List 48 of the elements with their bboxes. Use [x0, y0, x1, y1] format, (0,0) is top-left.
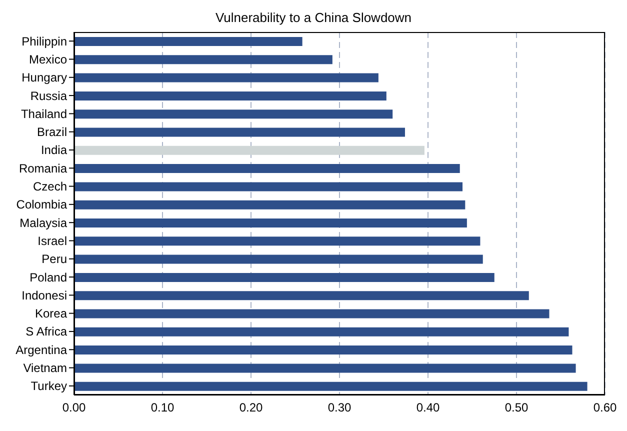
bar [74, 236, 480, 246]
y-tick-label: Philippin [22, 34, 67, 48]
y-tick-label: Colombia [16, 198, 68, 212]
y-tick-label: Peru [42, 252, 67, 266]
y-tick-label: S Africa [26, 324, 68, 339]
chart-title: Vulnerability to a China Slowdown [214, 9, 413, 27]
x-tick-label: 0.10 [150, 400, 174, 415]
y-tick-label: Vietnam [23, 361, 67, 376]
bar [74, 291, 529, 300]
y-tick-label: India [40, 143, 68, 158]
bar [74, 182, 463, 192]
x-tick-label: 0.30 [328, 400, 352, 415]
bar [74, 55, 332, 64]
bar [74, 254, 483, 264]
y-tick-label: Brazil [36, 125, 67, 140]
y-tick-label: Korea [34, 306, 68, 321]
x-tick-label: 0.40 [416, 400, 440, 415]
y-tick-label: Israel [38, 234, 67, 248]
x-tick-label: 0.20 [239, 400, 263, 415]
bar [74, 309, 550, 318]
bar [74, 364, 576, 373]
bar [74, 37, 302, 46]
y-tick-label: Thailand [20, 106, 67, 121]
bar [74, 327, 569, 336]
bar [74, 91, 386, 100]
bar [74, 164, 460, 174]
x-tick-label: 0.50 [504, 400, 528, 415]
y-tick-label: Turkey [30, 379, 67, 394]
y-tick-label: Malaysia [20, 216, 68, 230]
bar [74, 200, 466, 210]
bar [74, 218, 467, 228]
bar [74, 146, 424, 155]
y-tick-label: Mexico [28, 52, 68, 66]
y-tick-label: Argentina [16, 342, 68, 357]
y-tick-label: Romania [18, 161, 68, 176]
y-tick-label: Czech [32, 180, 67, 194]
x-tick-label: 0.60 [593, 400, 617, 415]
bar [74, 128, 405, 137]
bar [74, 382, 588, 391]
y-tick-label: Poland [30, 270, 67, 284]
y-tick-label: Russia [30, 88, 68, 103]
bar [74, 272, 494, 282]
y-tick-label: Indonesi [22, 288, 67, 302]
y-tick-label: Hungary [22, 70, 67, 85]
bar [74, 73, 378, 82]
x-tick-label: 0.00 [62, 400, 86, 415]
bar [74, 346, 572, 355]
bar [74, 110, 393, 119]
